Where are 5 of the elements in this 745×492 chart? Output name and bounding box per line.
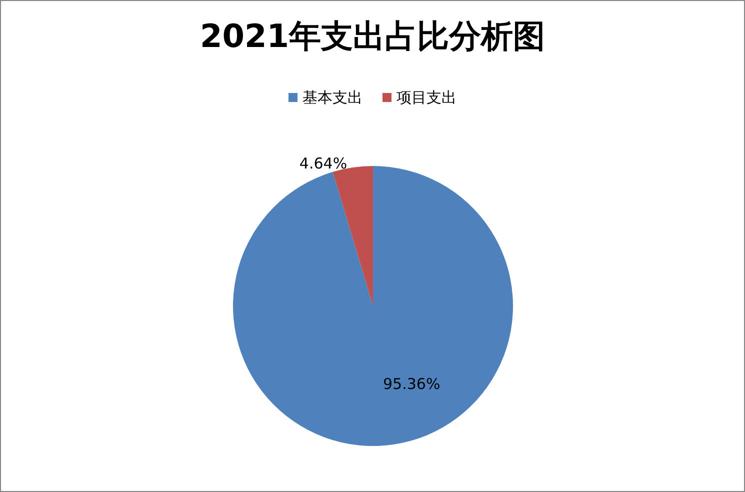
legend-label: 项目支出: [396, 88, 456, 106]
legend-label: 基本支出: [302, 88, 362, 106]
data-label: 95.36%: [383, 375, 440, 394]
chart-title: 2021年支出占比分析图: [200, 17, 546, 55]
data-label: 4.64%: [299, 154, 348, 173]
